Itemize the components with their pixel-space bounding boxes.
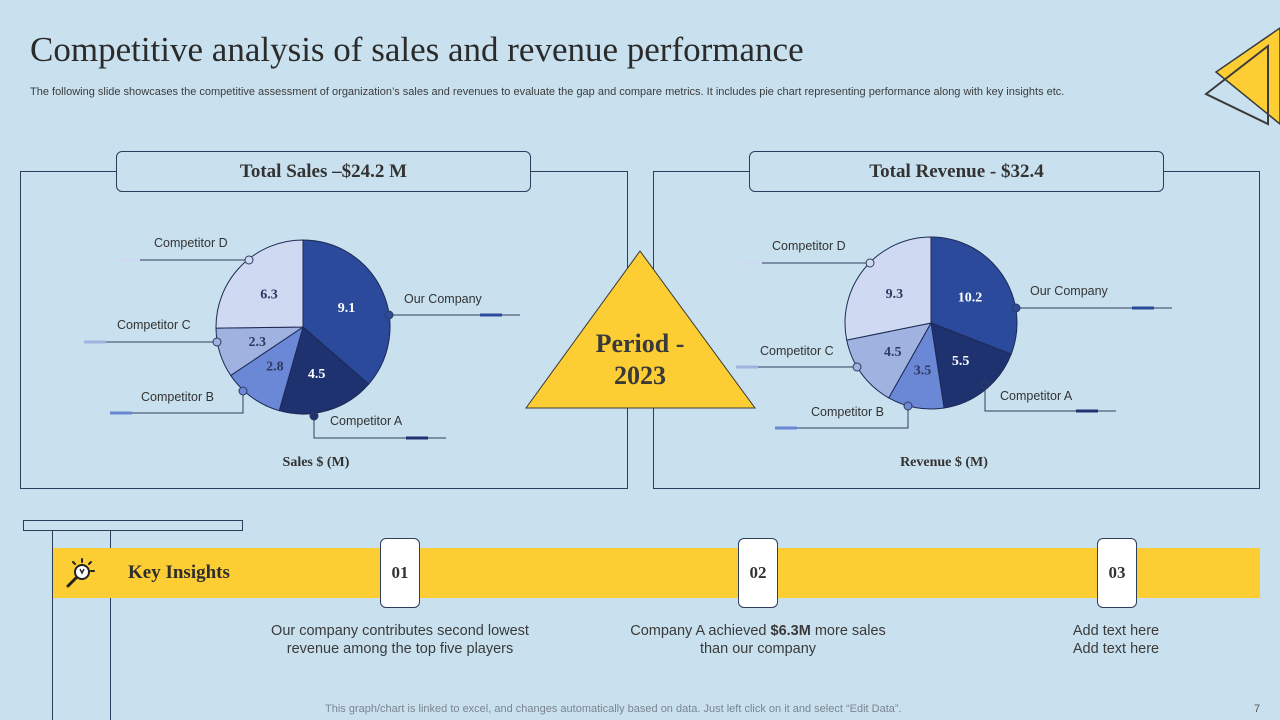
callout-anchor-dot [238,386,248,396]
insight-text-02: Company A achieved $6.3M more sales than… [598,622,918,658]
category-label: Competitor C [760,344,834,358]
callout-leader-line [110,391,244,414]
insight-text-02-line1: Company A achieved $6.3M more sales [598,622,918,640]
sales-panel-header: Total Sales –$24.2 M [116,151,531,192]
insight-number-01: 01 [380,538,420,608]
insight-text-02-pre: Company A achieved [630,623,771,639]
period-triangle [525,250,756,409]
pie-value-label: 9.3 [886,287,904,302]
insight-text-02-bold: $6.3M [770,623,811,639]
period-label-line1: Period - [595,329,685,358]
callout-leader-line [984,385,1116,412]
callout-leader-line [313,416,446,439]
pie-slice-competitor-a[interactable] [278,326,370,415]
category-label: Competitor C [117,318,191,332]
pie-value-label: 5.5 [952,354,970,369]
pie-slice-competitor-c[interactable] [846,322,932,399]
callout-anchor-dot [212,337,222,347]
insight-text-02-line2: than our company [699,641,817,657]
category-label: Competitor A [1000,389,1073,403]
pie-slice-competitor-d[interactable] [844,236,932,341]
revenue-panel-header: Total Revenue - $32.4 [749,151,1164,192]
insights-left-rule [52,531,53,720]
callout-anchor-dot [852,362,862,372]
category-label: Competitor B [141,390,214,404]
insight-text-01: Our company contributes second lowest re… [240,622,560,658]
insight-number-03: 03 [1097,538,1137,608]
pie-value-label: 3.5 [914,364,932,379]
category-label: Competitor D [154,236,228,250]
callout-anchor-dot [865,258,875,268]
insight-text-03-line2: Add text here [1072,641,1160,657]
insights-bar [53,548,1260,598]
chart-axis-label: Revenue $ (M) [900,455,988,470]
pie-value-label: 9.1 [338,301,356,316]
category-label: Competitor A [330,414,403,428]
callout-leader-line [775,406,909,429]
pie-value-label: 2.8 [266,360,284,375]
page-number: 7 [1254,703,1261,715]
page-subtitle: The following slide showcases the compet… [30,86,1065,98]
pie-value-label: 10.2 [958,290,983,305]
period-label: Period - 2023 [560,328,720,392]
insight-text-03: Add text here Add text here [996,622,1236,658]
footer-note: This graph/chart is linked to excel, and… [325,703,902,715]
category-label: Our Company [404,292,483,306]
insight-number-02: 02 [738,538,778,608]
insights-top-bar [23,520,243,531]
callout-anchor-dot [244,255,254,265]
category-label: Our Company [1030,284,1109,298]
callout-anchor-dot [384,310,394,320]
insights-right-rule [110,531,111,720]
corner-triangles-decoration [1204,27,1280,126]
page-title: Competitive analysis of sales and revenu… [30,30,804,69]
callout-anchor-dot [980,380,990,390]
pie-value-label: 2.3 [249,335,267,350]
category-label: Competitor B [811,405,884,419]
lightbulb-magnifier-icon [66,558,95,588]
category-label: Competitor D [772,239,846,253]
period-label-line2: 2023 [614,361,666,390]
pie-slice-competitor-d[interactable] [215,239,304,329]
pie-slice-our-company[interactable] [302,239,391,385]
pie-value-label: 6.3 [260,287,278,302]
pie-value-label: 4.5 [308,367,326,382]
insights-heading: Key Insights [128,562,230,583]
chart-axis-label: Sales $ (M) [283,455,350,470]
callout-anchor-dot [309,411,319,421]
insight-text-03-line1: Add text here [1072,623,1160,639]
pie-value-label: 4.5 [884,345,902,360]
insight-text-02-post: more sales [810,623,886,639]
pie-slice-our-company[interactable] [930,236,1018,355]
callout-anchor-dot [1011,303,1021,313]
insight-text-01-line2: revenue among the top five players [286,641,514,657]
insight-text-01-line1: Our company contributes second lowest [271,623,529,639]
callout-anchor-dot [903,401,913,411]
